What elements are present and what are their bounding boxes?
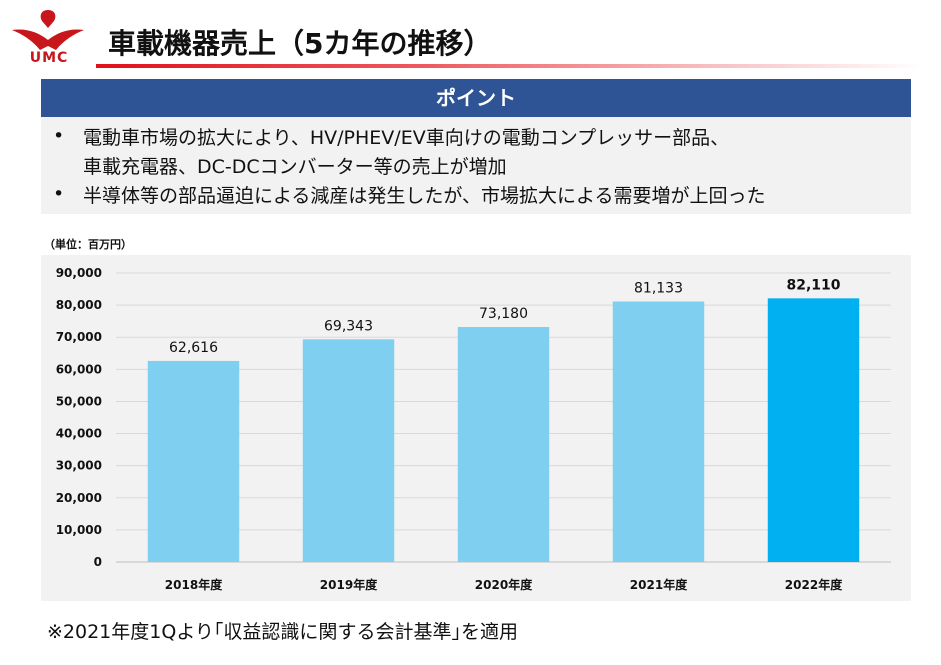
- y-tick-label: 70,000: [56, 330, 102, 344]
- footnote: ※2021年度1Qより｢収益認識に関する会計基準｣を適用: [47, 621, 518, 643]
- point-body: • 電動車市場の拡大により、HV/PHEV/EV車向けの電動コンプレッサー部品、…: [41, 117, 911, 214]
- y-tick-label: 30,000: [56, 459, 102, 473]
- data-label: 69,343: [324, 318, 373, 334]
- bar: [767, 298, 860, 562]
- y-tick-label: 10,000: [56, 523, 102, 537]
- y-tick-label: 0: [94, 555, 102, 569]
- bar: [612, 301, 705, 562]
- y-tick-label: 60,000: [56, 362, 102, 376]
- data-label: 81,133: [634, 280, 683, 296]
- logo-text: UMC: [29, 50, 69, 66]
- umc-logo: [12, 10, 84, 50]
- logo-wing-icon: [12, 29, 84, 50]
- bar: [457, 327, 550, 562]
- point-heading: ポイント: [41, 79, 911, 117]
- y-tick-label: 90,000: [56, 266, 102, 280]
- y-tick-label: 40,000: [56, 427, 102, 441]
- page-title: 車載機器売上（5カ年の推移）: [108, 27, 492, 60]
- x-tick-label: 2022年度: [785, 577, 843, 592]
- bullet-text-1: 電動車市場の拡大により、HV/PHEV/EV車向けの電動コンプレッサー部品、: [83, 127, 730, 149]
- y-tick-label: 50,000: [56, 394, 102, 408]
- bullet-text-2: 半導体等の部品逼迫による減産は発生したが、市場拡大による需要増が上回った: [83, 185, 766, 207]
- x-tick-label: 2021年度: [630, 577, 688, 592]
- bullet-marker: •: [53, 125, 65, 147]
- data-label: 73,180: [479, 306, 528, 322]
- y-tick-label: 80,000: [56, 298, 102, 312]
- unit-label: （単位：百万円）: [44, 238, 132, 251]
- bar: [147, 360, 240, 562]
- bar: [302, 339, 395, 562]
- bar-chart: 0 10,000 20,000 30,000 40,000 50,000 60,000 70,…: [56, 266, 891, 592]
- data-label: 62,616: [169, 340, 218, 356]
- chart-area: 0 10,000 20,000 30,000 40,000 50,000 60,000 70,…: [41, 255, 911, 601]
- y-tick-label: 20,000: [56, 491, 102, 505]
- x-tick-label: 2018年度: [165, 577, 223, 592]
- bullet-text-1-cont: 車載充電器、DC-DCコンバーター等の売上が増加: [83, 156, 507, 178]
- data-label: 82,110: [786, 277, 840, 293]
- x-tick-label: 2020年度: [475, 577, 533, 592]
- logo-figure-icon: [40, 10, 56, 28]
- x-tick-label: 2019年度: [320, 577, 378, 592]
- title-underline: [96, 64, 926, 68]
- bullet-marker: •: [53, 183, 65, 205]
